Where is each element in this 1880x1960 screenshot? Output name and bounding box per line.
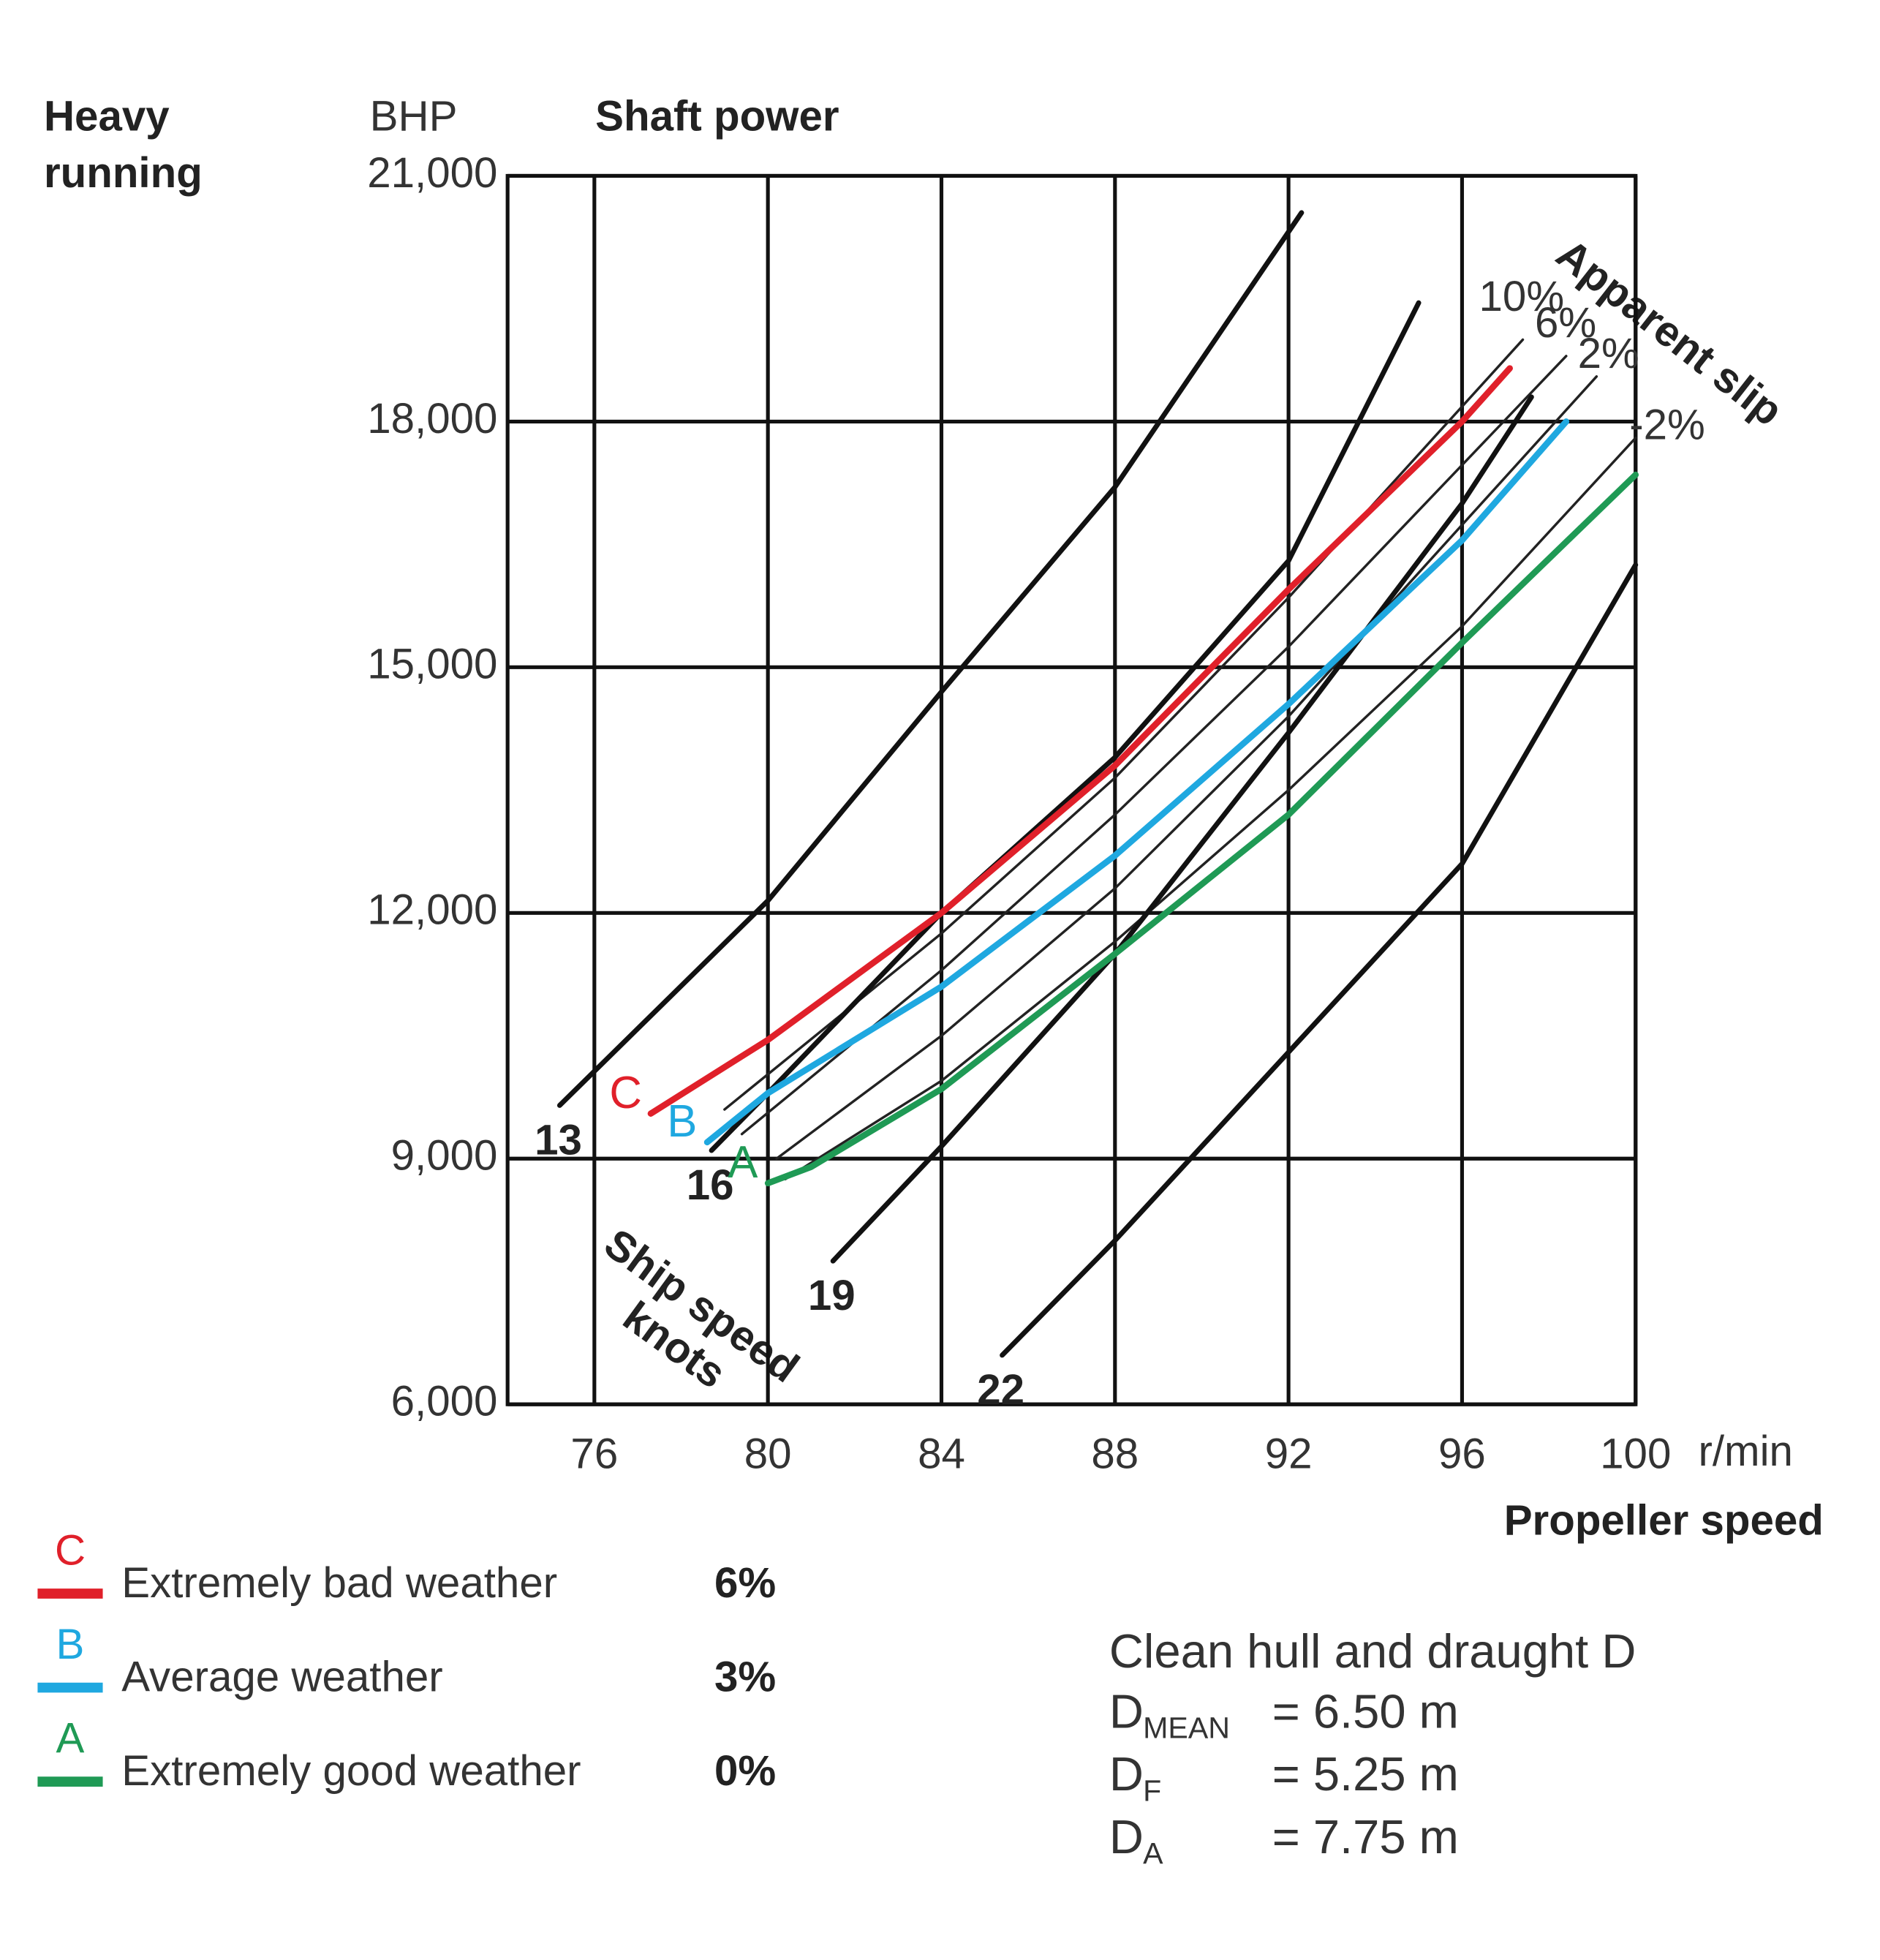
note-subscript: F [1143, 1774, 1161, 1807]
speed-line-label: 13 [535, 1116, 582, 1164]
x-tick-label: 100 [1600, 1431, 1671, 1478]
curve-letter: B [667, 1096, 697, 1147]
y-note: running [44, 149, 203, 197]
x-unit: r/min [1698, 1428, 1792, 1475]
weather-curve [764, 471, 1639, 1187]
note-value: = 6.50 m [1272, 1684, 1459, 1738]
y-tick-label: 9,000 [391, 1132, 498, 1180]
speed-line-label: 22 [977, 1366, 1024, 1414]
x-tick-label: 80 [744, 1431, 792, 1478]
note-subscript: MEAN [1143, 1711, 1230, 1745]
x-tick-label: 84 [918, 1431, 965, 1478]
curve-letter: C [609, 1068, 642, 1118]
x-tick-label: 88 [1091, 1431, 1139, 1478]
slip-line-label: 2% [1578, 330, 1639, 377]
y-unit: BHP [370, 93, 458, 140]
weather-curve [703, 418, 1570, 1146]
x-tick-label: 96 [1438, 1431, 1486, 1478]
legend-letter: A [56, 1715, 85, 1763]
curve-letter: A [728, 1137, 758, 1188]
y-tick-label: 12,000 [367, 886, 497, 934]
y-tick-label: 15,000 [367, 641, 497, 688]
speed-line [556, 210, 1305, 1108]
slip-line-label: -2% [1629, 401, 1705, 448]
speed-line [1000, 562, 1639, 1358]
legend-margin: 3% [714, 1654, 776, 1701]
x-axis-label: Propeller speed [1504, 1496, 1824, 1544]
weather-curve [647, 365, 1514, 1117]
note-value: = 7.75 m [1272, 1810, 1459, 1863]
slip-line-label: 6% [1535, 299, 1596, 347]
legend-margin: 0% [714, 1747, 776, 1795]
slip-line [784, 437, 1637, 1180]
y-note: Heavy [44, 93, 170, 140]
y-axis-label: Shaft power [595, 93, 839, 140]
note-subscript: A [1143, 1836, 1163, 1870]
speed-line-label: 16 [687, 1161, 734, 1209]
slip-line-label: 10% [1479, 273, 1565, 320]
legend-label: Extremely bad weather [121, 1559, 557, 1607]
legend-margin: 6% [714, 1559, 776, 1607]
note-title: Clean hull and draught D [1109, 1624, 1636, 1678]
legend-letter: C [55, 1527, 86, 1575]
note-symbol: D [1109, 1747, 1144, 1801]
y-tick-label: 18,000 [367, 395, 497, 442]
y-tick-label: 21,000 [367, 149, 497, 197]
legend-letter: B [56, 1621, 85, 1668]
legend-label: Average weather [121, 1654, 442, 1701]
speed-line-label: 19 [808, 1272, 856, 1319]
x-tick-label: 76 [570, 1431, 618, 1478]
x-tick-label: 92 [1265, 1431, 1313, 1478]
note-symbol: D [1109, 1684, 1144, 1738]
plot-frame [505, 173, 1638, 1406]
legend-label: Extremely good weather [121, 1747, 581, 1795]
y-tick-label: 6,000 [391, 1378, 498, 1425]
note-value: = 5.25 m [1272, 1747, 1459, 1801]
note-symbol: D [1109, 1810, 1144, 1863]
speed-line [830, 394, 1534, 1264]
